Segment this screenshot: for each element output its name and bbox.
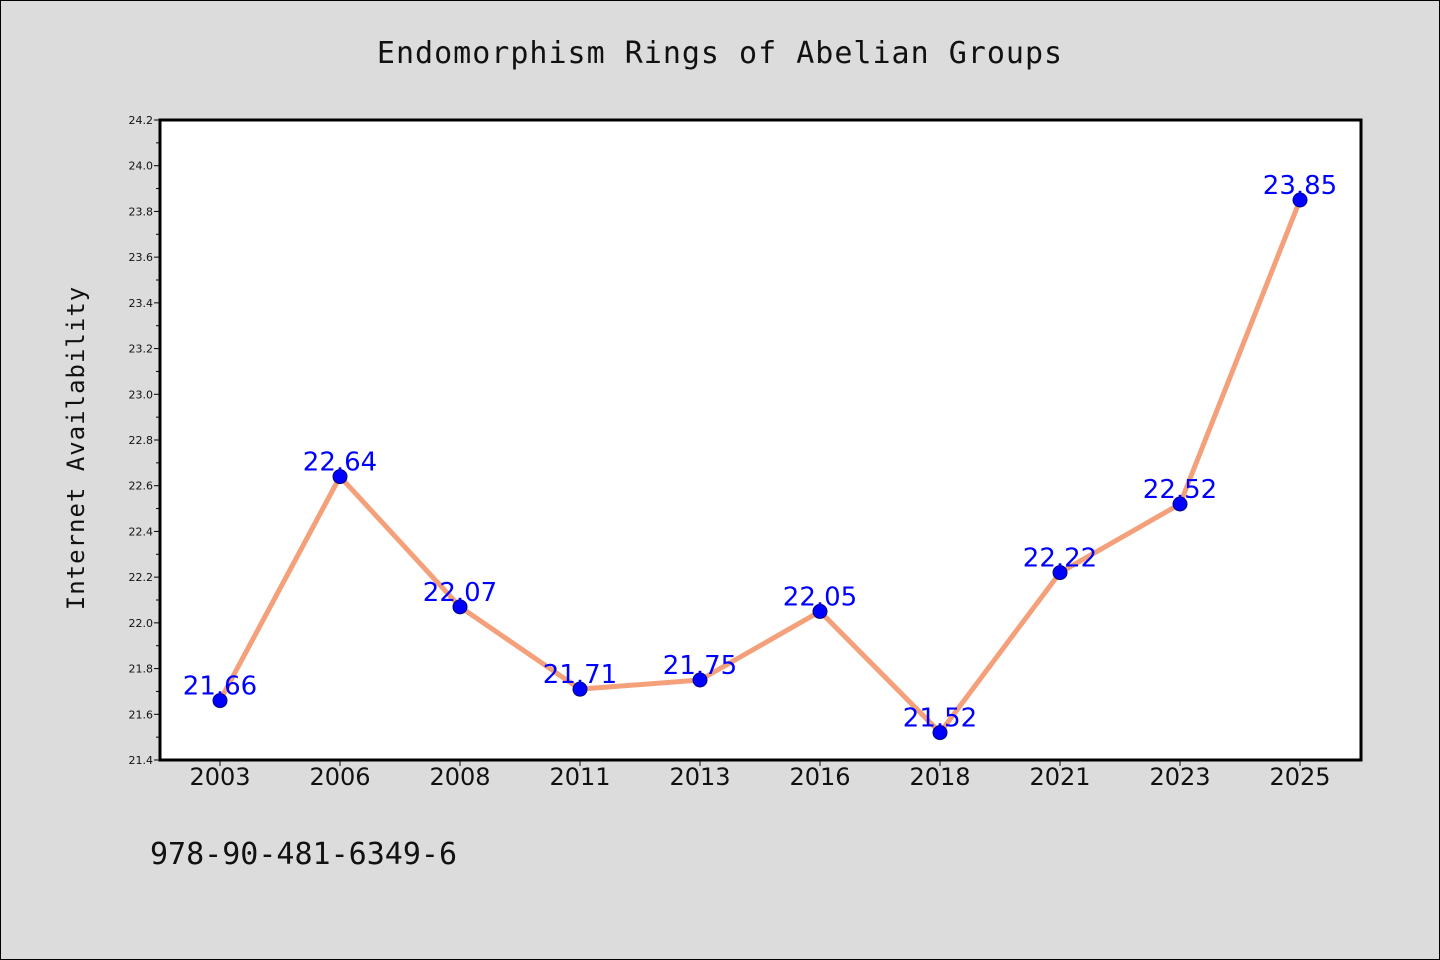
y-tick-label: 23.8 (129, 205, 154, 218)
y-tick-label: 21.8 (129, 663, 154, 676)
chart-title: Endomorphism Rings of Abelian Groups (377, 36, 1063, 71)
y-tick-label: 21.6 (129, 708, 154, 721)
data-point (1052, 565, 1068, 581)
x-axis: 2003 2006 2008 2011 2013 2016 2018 2021 2023 2025 (189, 760, 1331, 791)
data-label: 22.22 (1023, 544, 1097, 574)
data-point (1292, 192, 1308, 208)
plot-area (158, 118, 1363, 762)
y-tick-label: 24.2 (129, 114, 154, 127)
y-tick-label: 22.4 (129, 525, 154, 538)
y-tick-label: 22.0 (129, 617, 154, 630)
data-point (452, 599, 468, 615)
data-point (212, 693, 228, 709)
y-tick-label: 23.0 (129, 388, 154, 401)
data-labels-group: 21.66 22.64 22.07 21.71 21.75 22.05 21.52 22.22… (183, 171, 1337, 734)
y-axis-label: Internet Availability (62, 286, 90, 610)
y-tick-label: 24.0 (129, 160, 154, 173)
y-tick-label: 23.6 (129, 251, 154, 264)
x-tick-label: 2021 (1029, 763, 1090, 791)
y-tick-label: 22.6 (129, 480, 154, 493)
data-point (812, 603, 828, 619)
data-label: 23.85 (1263, 171, 1337, 201)
x-tick-label: 2013 (669, 763, 730, 791)
data-label: 21.71 (543, 660, 617, 690)
y-tick-label: 23.2 (129, 343, 154, 356)
y-tick-label: 21.4 (129, 754, 154, 767)
y-tick-label: 23.4 (129, 297, 154, 310)
data-label: 22.07 (423, 578, 497, 608)
data-point (692, 672, 708, 688)
x-tick-label: 2018 (909, 763, 970, 791)
series-points-group (212, 192, 1308, 741)
x-tick-label: 2025 (1269, 763, 1330, 791)
data-point (572, 681, 588, 697)
series-line-group (217, 197, 1303, 736)
data-label: 22.52 (1143, 475, 1217, 505)
data-label: 22.05 (783, 582, 857, 612)
x-tick-label: 2006 (309, 763, 370, 791)
x-tick-label: 2008 (429, 763, 490, 791)
y-tick-label: 22.2 (129, 571, 154, 584)
data-point (332, 469, 348, 485)
data-label: 22.64 (303, 448, 377, 478)
x-tick-label: 2003 (189, 763, 250, 791)
y-axis: 21.4 21.6 21.8 22.0 22.2 22.4 22.6 22.8 23.0 23.2… (129, 114, 160, 767)
data-point (1172, 496, 1188, 512)
data-label: 21.52 (903, 704, 977, 734)
x-tick-label: 2023 (1149, 763, 1210, 791)
x-tick-label: 2016 (789, 763, 850, 791)
isbn-label: 978-90-481-6349-6 (150, 837, 457, 872)
data-label: 21.75 (663, 651, 737, 681)
x-tick-label: 2011 (549, 763, 610, 791)
y-tick-label: 22.8 (129, 434, 154, 447)
data-label: 21.66 (183, 672, 257, 702)
data-point (932, 725, 948, 741)
series-line (217, 197, 1303, 736)
